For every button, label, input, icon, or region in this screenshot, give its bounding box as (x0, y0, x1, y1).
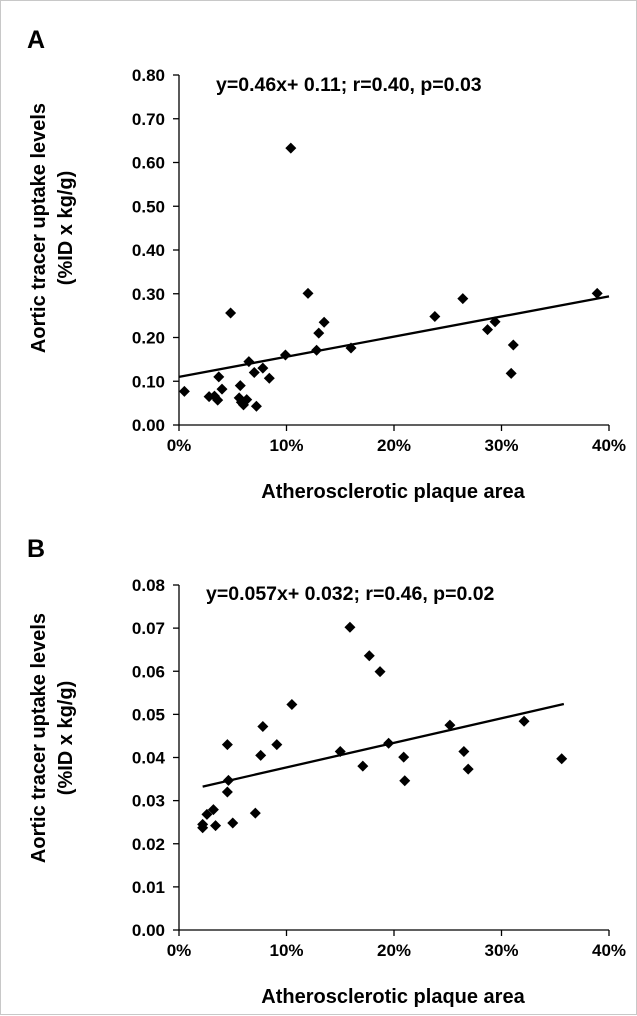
data-point (374, 666, 386, 678)
x-tick-label: 20% (377, 436, 411, 455)
data-point (556, 753, 568, 765)
data-point (221, 739, 233, 751)
y-tick-label: 0.70 (132, 110, 165, 129)
data-point (457, 293, 469, 305)
x-tick-label: 0% (167, 436, 192, 455)
x-axis-title: Atherosclerotic plaque area (261, 986, 525, 1008)
x-tick-label: 10% (269, 941, 303, 960)
y-tick-label: 0.04 (132, 749, 166, 768)
data-point (518, 715, 530, 727)
x-tick-label: 30% (484, 941, 518, 960)
plot-area: 0.00 0.10 0.20 0.30 0.40 0.50 0.60 0.70 0.80 0% 10… (132, 66, 626, 455)
data-point (507, 339, 519, 351)
data-point (257, 720, 269, 732)
y-tick-label: 0.00 (132, 416, 165, 435)
data-point (344, 621, 356, 633)
data-point (489, 316, 501, 328)
data-point (241, 394, 253, 406)
data-point (313, 327, 325, 339)
plot-area: 0.00 0.01 0.02 0.03 0.04 0.05 0.06 0.07 0.08 0% 10… (132, 576, 626, 960)
panel-label: A (27, 26, 45, 54)
x-tick-label: 0% (167, 941, 192, 960)
data-point (398, 751, 410, 763)
y-axis-title: Aortic tracer uptake levels (28, 613, 50, 863)
data-point (255, 749, 267, 761)
y-tick-label: 0.60 (132, 154, 165, 173)
y-tick-label: 0.07 (132, 619, 165, 638)
panel-b: B y=0.057x+ 0.032; r=0.46, p=0.02 Athero… (27, 535, 626, 1008)
panel-label: B (27, 535, 45, 563)
y-tick-label: 0.06 (132, 662, 165, 681)
data-point (444, 719, 456, 731)
data-point (249, 807, 261, 819)
data-point (257, 362, 269, 374)
x-tick-label: 40% (592, 941, 626, 960)
data-point (222, 774, 234, 786)
data-point (271, 739, 283, 751)
trendline (178, 295, 610, 379)
y-tick-label: 0.30 (132, 285, 165, 304)
data-point (178, 385, 190, 397)
data-point (286, 698, 298, 710)
y-axis-title: Aortic tracer uptake levels (28, 103, 50, 353)
y-tick-label: 0.20 (132, 329, 165, 348)
x-tick-label: 30% (484, 436, 518, 455)
data-point (248, 367, 260, 378)
data-point (207, 804, 219, 816)
data-point (213, 371, 225, 383)
data-point (383, 737, 395, 749)
data-point (357, 760, 369, 772)
data-point (462, 763, 474, 775)
x-tick-label: 10% (269, 436, 303, 455)
y-axis-units: (%ID x kg/g) (55, 681, 77, 795)
data-point (318, 316, 330, 328)
data-point (250, 400, 262, 412)
regression-annotation: y=0.057x+ 0.032; r=0.46, p=0.02 (206, 583, 495, 605)
data-point (212, 394, 224, 406)
y-tick-label: 0.08 (132, 576, 165, 595)
data-point (197, 818, 209, 830)
x-tick-label: 20% (377, 941, 411, 960)
data-point (221, 786, 233, 798)
data-point (234, 380, 246, 392)
y-tick-label: 0.05 (132, 705, 165, 724)
y-tick-label: 0.02 (132, 835, 165, 854)
data-point (210, 820, 222, 832)
data-point (399, 775, 411, 787)
x-axis-title: Atherosclerotic plaque area (261, 481, 525, 503)
y-tick-label: 0.01 (132, 878, 165, 897)
x-tick-label: 40% (592, 436, 626, 455)
data-point (216, 383, 228, 395)
panel-a: A y=0.46x+ 0.11; r=0.40, p=0.03 Atherosc… (27, 26, 626, 503)
data-point (201, 808, 213, 820)
data-point (482, 324, 494, 336)
y-tick-label: 0.10 (132, 372, 165, 391)
data-point (263, 372, 275, 384)
y-tick-label: 0.00 (132, 921, 165, 940)
data-point (302, 287, 314, 299)
data-point (591, 287, 603, 299)
data-point (505, 367, 517, 379)
data-point (363, 650, 375, 662)
data-point (345, 342, 357, 354)
data-point (334, 745, 346, 757)
data-point (243, 356, 255, 368)
data-point (429, 311, 441, 322)
data-point (285, 142, 297, 154)
y-tick-label: 0.50 (132, 197, 165, 216)
data-point (311, 344, 323, 356)
y-tick-label: 0.80 (132, 66, 165, 85)
data-point (458, 745, 470, 757)
data-point (225, 307, 237, 319)
regression-annotation: y=0.46x+ 0.11; r=0.40, p=0.03 (216, 74, 482, 96)
trendline (202, 702, 565, 788)
y-tick-label: 0.40 (132, 241, 165, 260)
data-point (227, 817, 239, 829)
data-point (279, 349, 291, 361)
y-tick-label: 0.03 (132, 792, 165, 811)
y-axis-units: (%ID x kg/g) (55, 171, 77, 285)
